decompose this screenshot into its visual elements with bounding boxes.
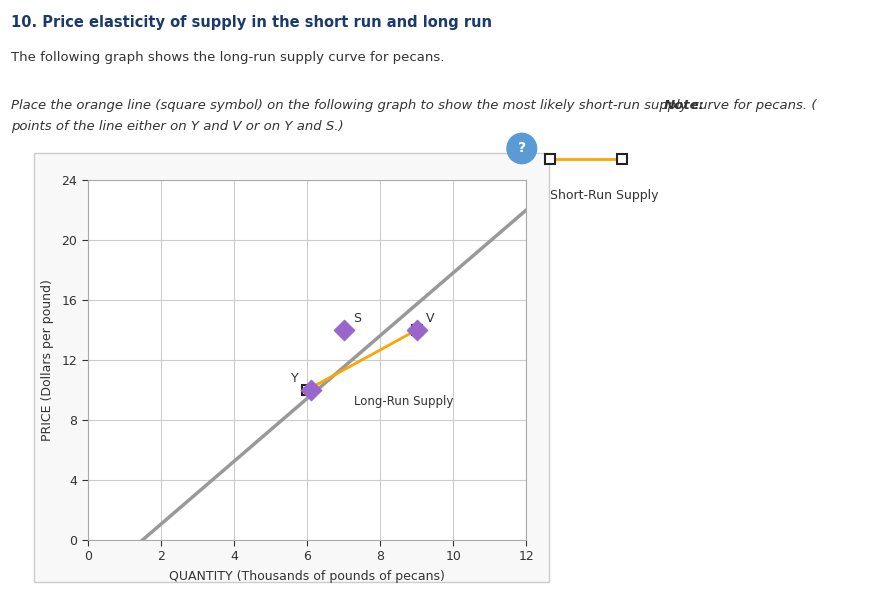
Circle shape [506, 133, 536, 164]
Text: Short-Run Supply: Short-Run Supply [550, 189, 658, 202]
Text: S: S [352, 313, 360, 325]
Text: points of the line either on Y and V or on Y and S.): points of the line either on Y and V or … [11, 120, 343, 133]
Y-axis label: PRICE (Dollars per pound): PRICE (Dollars per pound) [41, 279, 55, 441]
X-axis label: QUANTITY (Thousands of pounds of pecans): QUANTITY (Thousands of pounds of pecans) [169, 571, 444, 583]
Text: Long-Run Supply: Long-Run Supply [354, 395, 453, 408]
Text: V: V [426, 313, 434, 325]
Text: 10. Price elasticity of supply in the short run and long run: 10. Price elasticity of supply in the sh… [11, 15, 491, 30]
Text: Place the orange line (square symbol) on the following graph to show the most li: Place the orange line (square symbol) on… [11, 99, 815, 112]
Text: Y: Y [291, 373, 298, 385]
Text: ?: ? [517, 142, 526, 155]
Point [303, 385, 317, 395]
Point [336, 325, 350, 335]
Point [409, 325, 423, 335]
Text: Note:: Note: [663, 99, 704, 112]
Text: The following graph shows the long-run supply curve for pecans.: The following graph shows the long-run s… [11, 51, 443, 64]
